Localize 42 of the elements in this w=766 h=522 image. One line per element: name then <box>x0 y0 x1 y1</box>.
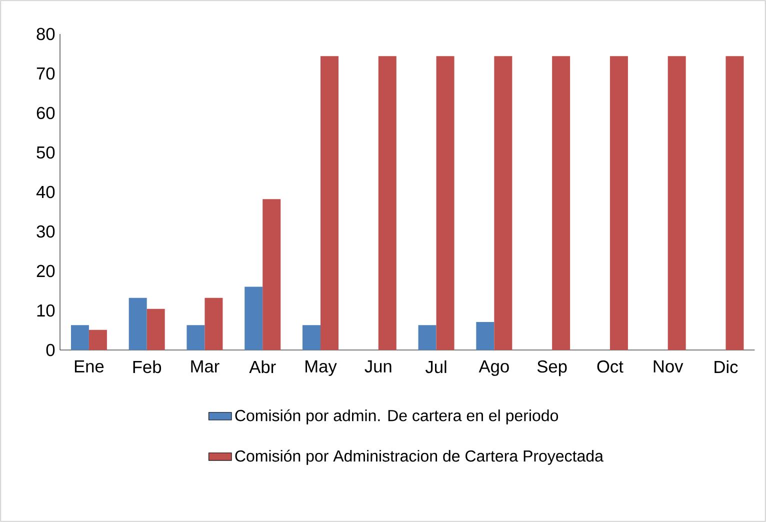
y-tick-label: 20 <box>36 264 55 278</box>
y-tick-label: 50 <box>36 146 55 159</box>
bar <box>244 286 263 350</box>
bar <box>146 308 165 350</box>
y-tick-label: 0 <box>46 344 55 356</box>
bar <box>320 56 339 350</box>
bar <box>436 56 454 350</box>
x-tick-label: Dic <box>714 360 738 374</box>
x-tick-label: Abr <box>249 360 276 374</box>
bar <box>726 56 744 350</box>
bar <box>476 322 494 350</box>
x-tick-label: Feb <box>133 360 162 374</box>
bar <box>186 325 205 350</box>
bar <box>88 330 107 350</box>
y-tick-label: 30 <box>36 225 55 238</box>
bar <box>668 56 686 350</box>
x-tick-label: May <box>306 360 337 376</box>
legend-label: Comisión por Administracion de Cartera Proyectada <box>235 450 604 465</box>
y-tick-label: 40 <box>36 186 55 198</box>
y-tick-label: 60 <box>36 106 55 120</box>
y-tick-label: 70 <box>36 67 55 80</box>
bar <box>70 325 89 350</box>
bar <box>418 325 436 350</box>
bar <box>128 298 147 350</box>
bar <box>262 199 281 350</box>
x-tick-label: Sep <box>537 360 567 376</box>
y-tick-label: 80 <box>36 28 55 40</box>
bar <box>610 56 628 350</box>
x-tick-label: Oct <box>597 360 624 373</box>
x-tick-label: Mar <box>191 360 220 372</box>
x-tick-label: Ene <box>74 360 104 372</box>
bar <box>378 56 396 350</box>
x-tick-label: Jun <box>364 360 392 372</box>
bar <box>204 298 223 350</box>
x-tick-label: Nov <box>654 360 684 372</box>
x-tick-label: Ago <box>478 360 509 376</box>
x-tick-label: Jul <box>425 360 446 374</box>
bar <box>552 56 570 350</box>
y-tick-label: 10 <box>37 304 55 317</box>
bar <box>302 325 321 350</box>
legend-label: Comisión por admin. De cartera en el periodo <box>235 409 558 424</box>
bar <box>494 56 512 350</box>
